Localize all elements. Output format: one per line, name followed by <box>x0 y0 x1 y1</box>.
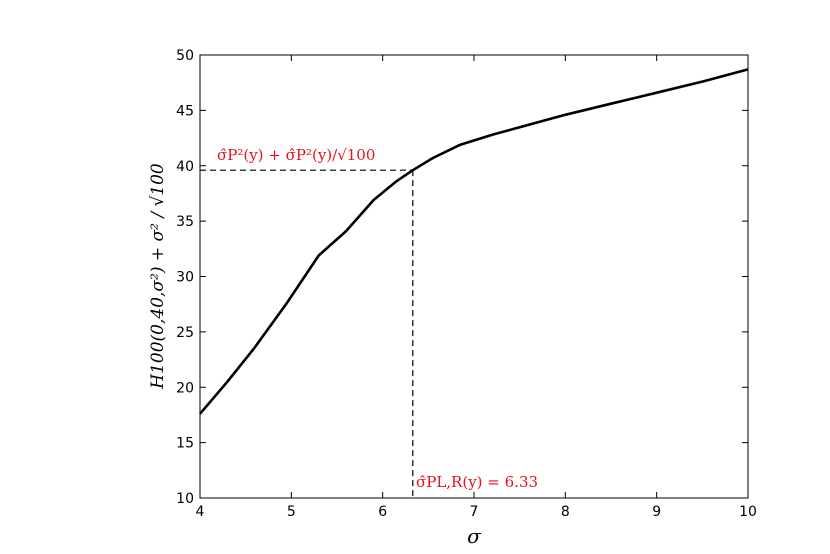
x-tick-label: 5 <box>287 504 296 520</box>
y-axis-ticks: 10 15 20 25 30 35 40 45 50 <box>176 48 748 507</box>
plot-frame <box>199 54 749 499</box>
x-tick-label: 8 <box>561 504 570 520</box>
y-tick-label: 40 <box>176 159 194 175</box>
y-tick-label: 20 <box>176 380 194 396</box>
x-tick-label: 9 <box>652 504 661 520</box>
x-axis-ticks: 4 5 6 7 8 9 10 <box>196 55 757 520</box>
x-tick-label: 4 <box>196 504 205 520</box>
y-tick-label: 25 <box>176 325 194 341</box>
y-tick-label: 15 <box>176 436 194 452</box>
series-line <box>199 68 749 415</box>
y-axis-label: H100(0,40,σ²) + σ² / √100 <box>148 163 168 390</box>
x-tick-label: 7 <box>470 504 479 520</box>
x-tick-label: 6 <box>378 504 387 520</box>
annotation-vertical: σ̂PL,R(y) = 6.33 <box>416 473 538 491</box>
y-tick-label: 10 <box>176 491 194 507</box>
y-tick-label: 45 <box>176 103 194 119</box>
x-tick-label: 10 <box>739 504 757 520</box>
annotation-horizontal: σ̂P²(y) + σ̂P²(y)/√100 <box>217 146 375 164</box>
y-tick-label: 30 <box>176 270 194 286</box>
y-tick-label: 50 <box>176 48 194 64</box>
y-tick-label: 35 <box>176 214 194 230</box>
x-axis-label: σ <box>467 524 482 548</box>
